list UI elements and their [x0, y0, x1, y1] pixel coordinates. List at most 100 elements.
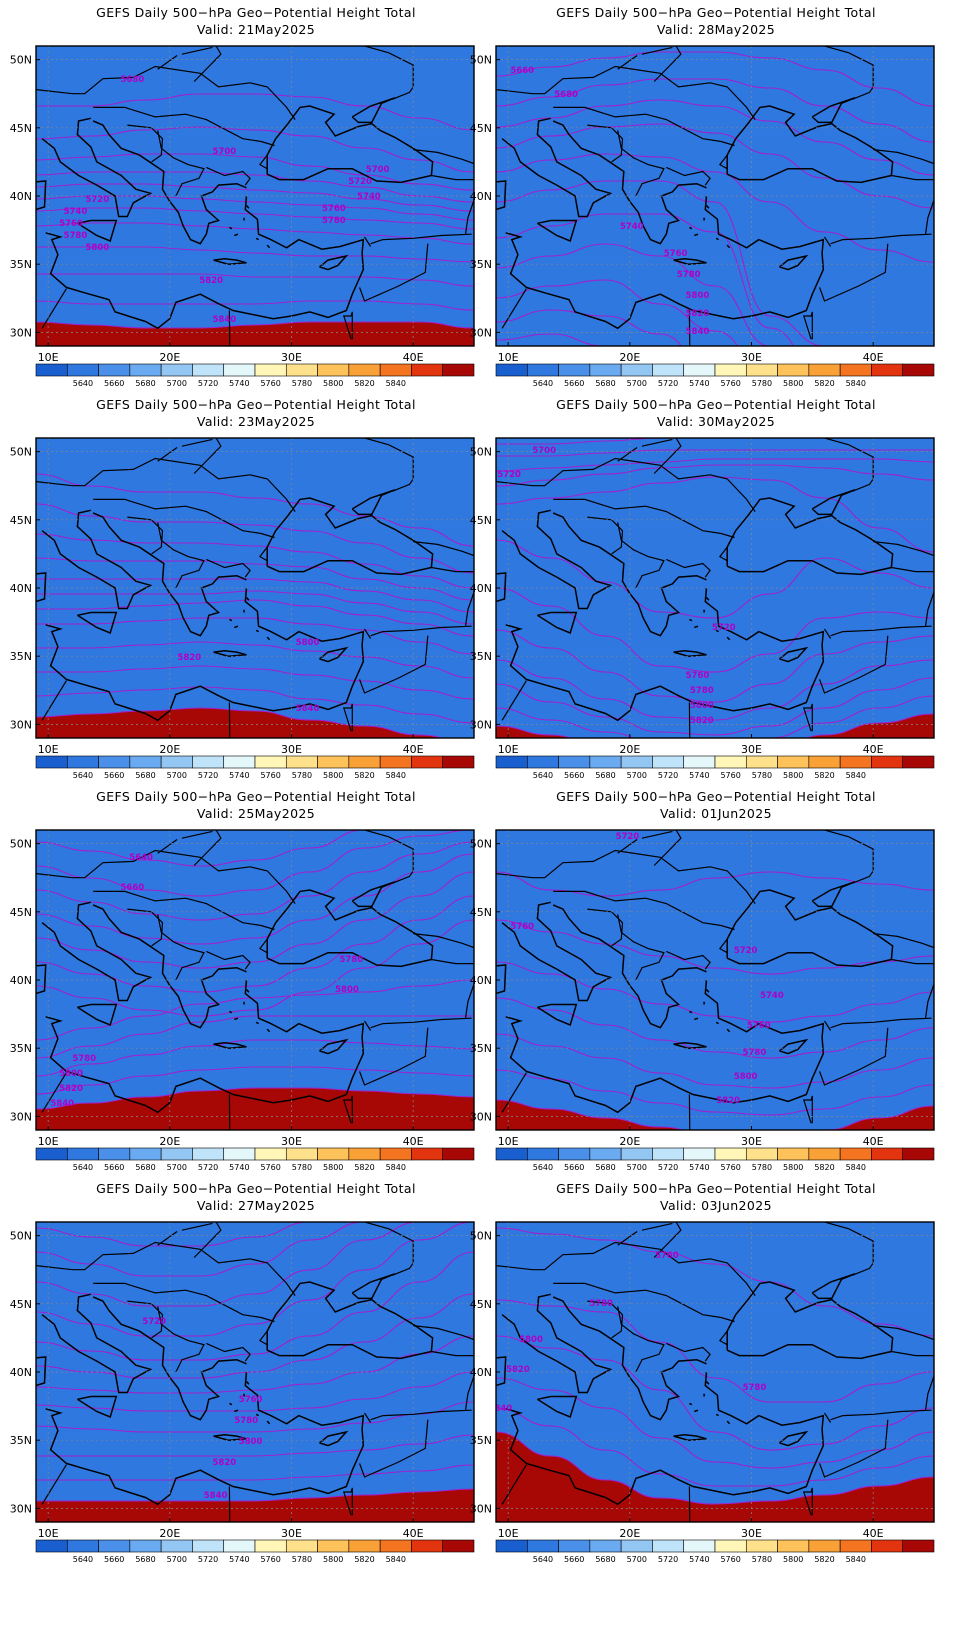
map-panel: 5800 5820 5840 50N 45N 40N 35N 30N 10E 20E 30E 40E 5… — [0, 392, 482, 802]
lat-tick-label: 45N — [470, 1298, 492, 1311]
colorbar-label: 5760 — [260, 1163, 280, 1172]
contour-line — [496, 539, 934, 619]
colorbar-label: 5800 — [783, 1163, 803, 1172]
colorbar-swatch — [285, 363, 318, 377]
lat-tick-label: 45N — [470, 906, 492, 919]
colorbar-swatch — [495, 755, 528, 769]
map-panel: 5760 5780 5800 5820 5780 5840 50N 45N 40N 35N 30N 1… — [460, 1176, 942, 1586]
lat-tick-label: 50N — [10, 838, 32, 851]
colorbar-swatch — [160, 1147, 193, 1161]
country-borders — [496, 46, 934, 346]
contour-line — [36, 578, 474, 613]
panel-title: GEFS Daily 500−hPa Geo−Potential Height … — [36, 1180, 476, 1214]
colorbar-label: 5700 — [167, 379, 187, 388]
contour-line — [36, 617, 474, 655]
lat-tick-label: 50N — [470, 446, 492, 459]
colorbar-label: 5740 — [229, 379, 249, 388]
lon-tick-label: 30E — [281, 1135, 302, 1148]
contour-line — [36, 533, 474, 589]
lon-tick-label: 10E — [498, 743, 519, 756]
contour-line — [36, 841, 474, 921]
lat-tick-label: 35N — [10, 1042, 32, 1055]
country-borders — [36, 1222, 474, 1522]
lon-tick-label: 20E — [619, 1527, 640, 1540]
panel-valid-date: Valid: 27May2025 — [196, 1198, 316, 1213]
colorbar-label: 5720 — [658, 1163, 678, 1172]
contour-label: 5780 — [72, 1054, 96, 1064]
contour-line — [496, 1069, 934, 1116]
colorbar-label: 5660 — [104, 1163, 124, 1172]
colorbar-swatch — [129, 363, 162, 377]
colorbar-label: 5800 — [783, 1555, 803, 1564]
contour-line — [36, 641, 474, 679]
contour-line — [496, 1299, 934, 1403]
colorbar-swatch — [620, 363, 653, 377]
colorbar-label: 5720 — [658, 379, 678, 388]
contour-label: 5760 — [239, 1395, 263, 1405]
lat-tick-label: 50N — [470, 54, 492, 67]
colorbar-swatch — [871, 1147, 904, 1161]
contour-label: 5760 — [686, 671, 710, 681]
colorbar-swatch — [871, 1539, 904, 1553]
contour-line — [36, 183, 474, 212]
colorbar-swatch — [745, 363, 778, 377]
coastline — [496, 97, 894, 330]
map-panel: 5720 5720 5760 5740 5760 5780 5800 5820 50N 45N 40… — [460, 784, 942, 1194]
coastline — [36, 97, 434, 330]
contour-line — [36, 1434, 474, 1457]
contour-label: 5780 — [234, 1416, 258, 1426]
colorbar-swatch — [589, 363, 622, 377]
contour-label: 5700 — [532, 446, 556, 456]
contour-line — [496, 659, 934, 721]
lat-tick-label: 35N — [10, 1434, 32, 1447]
lat-tick-label: 30N — [10, 718, 32, 731]
contour-line — [496, 997, 934, 1059]
lon-tick-label: 30E — [741, 1527, 762, 1540]
lat-tick-label: 35N — [470, 1042, 492, 1055]
colorbar-swatch — [526, 363, 559, 377]
contour-label: 5800 — [296, 638, 320, 648]
lon-tick-label: 40E — [863, 1135, 884, 1148]
colorbar-label: 5640 — [533, 771, 553, 780]
contour-label: 5660 — [121, 883, 145, 893]
colorbar-swatch — [839, 1147, 872, 1161]
contour-line — [36, 321, 474, 329]
contour-label: 5780 — [340, 955, 364, 965]
contour-line — [36, 1335, 474, 1394]
colorbar: 5640 5660 5680 5700 5720 5740 5760 5780 5800 5820… — [35, 363, 475, 388]
colorbar-label: 5740 — [689, 379, 709, 388]
colorbar-swatch — [526, 755, 559, 769]
panel-title: GEFS Daily 500−hPa Geo−Potential Height … — [496, 396, 936, 430]
contour-line — [36, 599, 474, 637]
colorbar-label: 5680 — [135, 1555, 155, 1564]
colorbar-swatch — [35, 363, 68, 377]
contour-line — [36, 503, 474, 574]
colorbar-swatch — [808, 755, 841, 769]
panel-valid-date: Valid: 21May2025 — [196, 22, 316, 37]
contour-line — [496, 476, 934, 553]
contour-label: 5740 — [357, 192, 381, 202]
contour-line — [36, 1015, 474, 1059]
contour-label: 5820 — [59, 1084, 83, 1094]
colorbar-swatch — [839, 363, 872, 377]
colorbar-label: 5820 — [354, 379, 374, 388]
contour-line — [36, 1488, 474, 1502]
colorbar-label: 5780 — [752, 771, 772, 780]
colorbar-swatch — [35, 755, 68, 769]
lon-tick-label: 40E — [403, 743, 424, 756]
contour-label: 5740 — [620, 222, 644, 232]
contour-line — [36, 707, 444, 738]
lon-tick-label: 10E — [38, 1527, 59, 1540]
colorbar-swatch — [558, 755, 591, 769]
lat-tick-label: 35N — [470, 1434, 492, 1447]
contour-label: 5800 — [686, 291, 710, 301]
colorbar-swatch — [348, 363, 381, 377]
colorbar-swatch — [379, 363, 412, 377]
colorbar-label: 5640 — [533, 1163, 553, 1172]
panel-valid-date: Valid: 03Jun2025 — [660, 1198, 772, 1213]
colorbar-swatch — [745, 755, 778, 769]
colorbar-label: 5740 — [689, 771, 709, 780]
lat-tick-label: 35N — [10, 258, 32, 271]
